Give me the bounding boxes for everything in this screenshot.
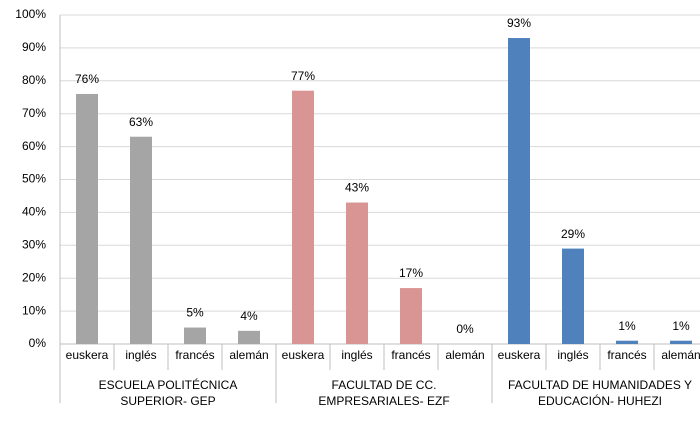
value-label: 5% [186, 306, 204, 320]
group-label: SUPERIOR- GEP [120, 394, 215, 408]
bar [508, 38, 530, 344]
bar [130, 136, 152, 344]
y-tick-label: 0% [29, 336, 47, 350]
bar [670, 340, 692, 344]
group-label: FACULTAD DE HUMANIDADES Y [508, 378, 692, 392]
value-label: 1% [618, 319, 636, 333]
y-tick-label: 90% [22, 40, 46, 54]
value-label: 63% [129, 115, 153, 129]
x-tick-label: francés [607, 348, 646, 362]
value-label: 93% [507, 16, 531, 30]
value-label: 4% [240, 309, 258, 323]
x-tick-label: euskera [498, 348, 541, 362]
group-label: EDUCACIÓN- HUHEZI [538, 393, 662, 408]
group-label: FACULTAD DE CC. [332, 378, 437, 392]
value-label: 17% [399, 266, 423, 280]
y-tick-label: 50% [22, 172, 46, 186]
value-label: 29% [561, 227, 585, 241]
value-label: 1% [672, 319, 690, 333]
bar [346, 202, 368, 344]
y-tick-label: 100% [15, 7, 46, 21]
y-tick-label: 10% [22, 303, 46, 317]
value-label: 76% [75, 72, 99, 86]
value-label: 77% [291, 69, 315, 83]
x-tick-label: inglés [557, 348, 588, 362]
x-tick-label: euskera [282, 348, 325, 362]
x-tick-label: alemán [445, 348, 484, 362]
bar [400, 288, 422, 344]
x-tick-label: francés [391, 348, 430, 362]
x-tick-label: inglés [341, 348, 372, 362]
y-tick-label: 70% [22, 106, 46, 120]
x-tick-label: alemán [661, 348, 700, 362]
x-tick-label: francés [175, 348, 214, 362]
bar [184, 327, 206, 344]
x-tick-label: alemán [229, 348, 268, 362]
y-tick-label: 40% [22, 205, 46, 219]
value-label: 43% [345, 181, 369, 195]
group-label: EMPRESARIALES- EZF [318, 394, 449, 408]
value-label: 0% [456, 322, 474, 336]
group-label: ESCUELA POLITÉCNICA [99, 377, 238, 392]
bar [76, 93, 98, 345]
y-tick-label: 60% [22, 139, 46, 153]
x-tick-label: euskera [66, 348, 109, 362]
bar [238, 330, 260, 344]
y-tick-label: 80% [22, 73, 46, 87]
bar [292, 90, 314, 344]
y-tick-label: 20% [22, 270, 46, 284]
x-tick-label: inglés [125, 348, 156, 362]
bar [616, 340, 638, 344]
bar [562, 248, 584, 344]
y-tick-label: 30% [22, 237, 46, 251]
